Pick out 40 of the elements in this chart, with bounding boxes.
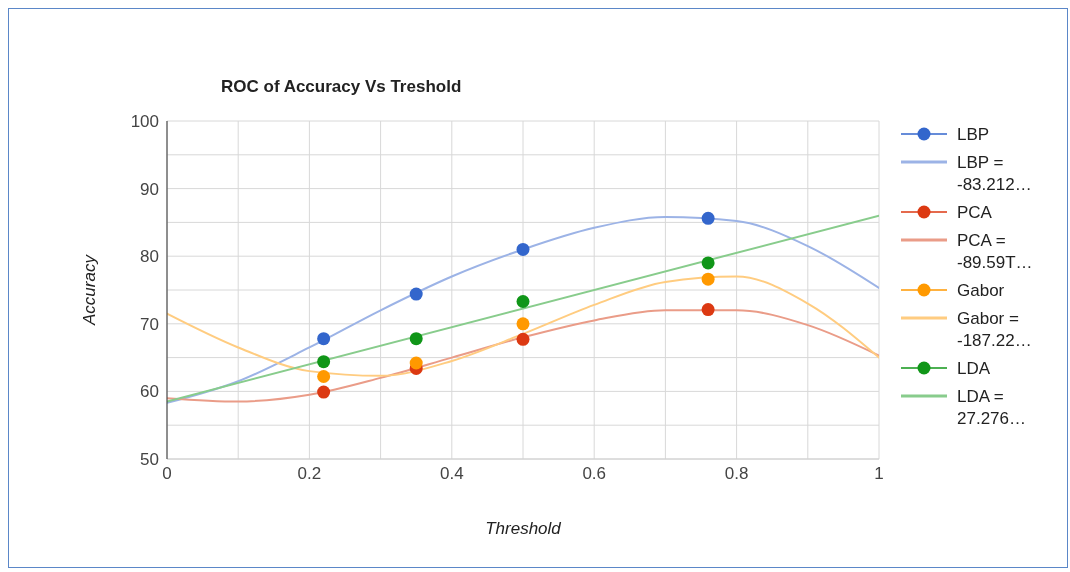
y-tick-label: 50 [140, 450, 159, 470]
legend-label: PCA [957, 202, 992, 224]
point [701, 303, 715, 317]
x-tick-label: 0.6 [582, 464, 607, 484]
point [317, 355, 331, 369]
legend-label: LBP = -83.212… [957, 152, 1033, 196]
legend-label: LDA [957, 358, 991, 380]
y-tick-label: 80 [140, 247, 159, 267]
y-tick-label: 70 [140, 314, 159, 334]
x-tick-label: 0.2 [297, 464, 322, 484]
point [701, 272, 715, 286]
legend-label: Gabor = -187.22… [957, 308, 1033, 352]
y-tick-label: 90 [140, 179, 159, 199]
point [317, 385, 331, 399]
point [516, 294, 530, 308]
x-tick-label: 0.4 [439, 464, 464, 484]
x-tick-label: 1 [874, 464, 884, 484]
legend-label: Gabor [957, 280, 1005, 302]
y-tick-label: 100 [130, 112, 159, 132]
point [516, 242, 530, 256]
chart-title: ROC of Accuracy Vs Treshold [221, 77, 462, 97]
legend-label: LBP [957, 124, 990, 146]
point [409, 356, 423, 370]
point [317, 370, 331, 384]
point [516, 317, 530, 331]
point [701, 211, 715, 225]
point [317, 332, 331, 346]
legend-label: LDA = 27.276… [957, 386, 1027, 430]
x-axis-title: Threshold [485, 519, 562, 538]
point [701, 256, 715, 270]
x-tick-label: 0 [162, 464, 172, 484]
point [516, 332, 530, 346]
line-series [167, 309, 879, 403]
point [409, 287, 423, 301]
y-tick-label: 60 [140, 382, 159, 402]
legend-label: PCA = -89.59T… [957, 230, 1034, 274]
y-axis-title: Accuracy [80, 253, 100, 326]
point [409, 332, 423, 346]
x-tick-label: 0.8 [724, 464, 749, 484]
line-series [167, 275, 879, 377]
